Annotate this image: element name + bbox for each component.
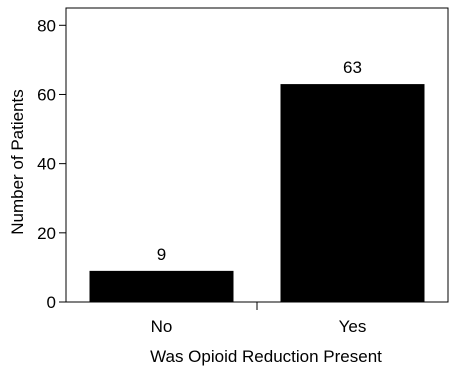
- bar: [89, 270, 234, 302]
- bar-value-label: 63: [343, 58, 362, 77]
- y-tick-label: 80: [37, 16, 56, 35]
- x-tick-label: Yes: [339, 317, 367, 336]
- y-tick-label: 40: [37, 155, 56, 174]
- x-tick-label: No: [151, 317, 173, 336]
- y-tick-label: 60: [37, 85, 56, 104]
- bar: [280, 84, 425, 302]
- bar-value-label: 9: [157, 245, 166, 264]
- y-axis-title: Number of Patients: [8, 89, 27, 235]
- y-tick-label: 20: [37, 224, 56, 243]
- y-tick-label: 0: [47, 293, 56, 312]
- plot-area: 0 20 40 60 80 9 No 63 Yes: [37, 7, 449, 336]
- x-axis-title: Was Opioid Reduction Present: [150, 347, 382, 366]
